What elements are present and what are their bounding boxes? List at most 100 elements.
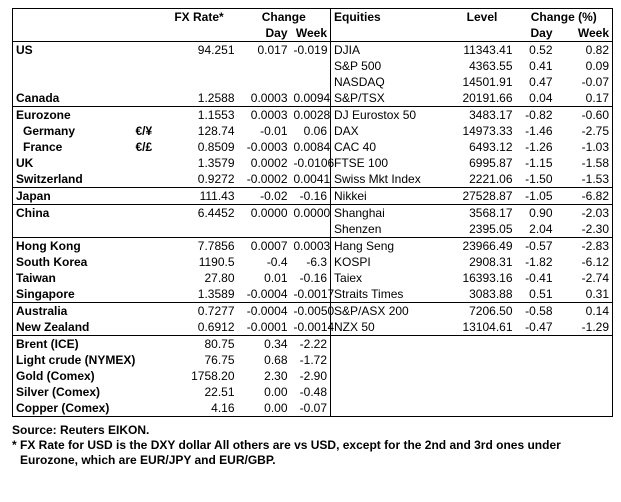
table-cell: France [23,140,63,154]
table-cell: -0.019 [290,41,332,58]
table-cell [331,336,449,353]
table-cell [13,74,161,90]
header-cell: Change [237,8,332,25]
table-cell: 11343.41 [463,43,513,57]
table-cell: -0.0001 [246,320,288,334]
row-group: US 94.251 0.017 -0.019 DJIA 11343.41 0.52 0.82 S… [12,41,613,107]
table-cell: DAX [334,124,359,138]
table-cell [449,384,516,400]
table-cell: -0.16 [290,187,332,205]
table-cell: Silver (Comex) [16,385,101,399]
table-cell [13,58,161,74]
table-cell [331,400,449,417]
table-cell: Light crude (NYMEX) [16,353,136,367]
table-cell: 0.17 [585,91,610,105]
table-row: Hong Kong 7.7856 0.0007 0.0003 Hang Seng 2396… [13,237,613,254]
table-row: Japan 111.43 -0.02 -0.16 Nikkei 27528.87 -1.05… [13,187,613,205]
table-cell: -0.01 [260,124,288,138]
table-cell: -2.74 [581,271,610,285]
table-cell [290,221,332,238]
table-cell: 0.017 [257,43,288,57]
table-cell: 76.75 [204,353,235,367]
table-cell: 1.1553 [197,108,235,122]
table-row: Gold (Comex) 1758.20 2.30 -2.90 [13,368,613,384]
table-cell: South Korea [16,255,88,269]
table-cell: 0.9272 [197,172,235,186]
table-cell: -0.0004 [246,287,288,301]
table-cell [161,58,238,74]
table-cell: 0.0000 [290,204,332,221]
table-cell: 6995.87 [469,156,513,170]
table-cell: -0.07 [290,400,332,417]
table-cell: 0.7277 [197,304,235,318]
table-cell [161,74,238,90]
table-cell: 0.41 [529,59,553,73]
table-cell: -0.4 [266,255,288,269]
table-cell: 14501.91 [462,75,513,89]
header-cell: FX Rate* [174,10,224,24]
table-row: S&P 500 4363.55 0.41 0.09 [13,58,613,74]
table-cell [449,352,516,368]
table-cell: DJ Eurostox 50 [334,108,417,122]
table-cell: -1.26 [525,140,553,154]
table-cell: FTSE 100 [334,156,389,170]
table-cell [290,58,332,74]
table-cell: 2221.06 [469,172,513,186]
table-cell: 0.0003 [250,108,288,122]
table-cell: -6.3 [290,254,332,270]
table-cell: -0.60 [581,108,610,122]
table-cell [13,221,161,238]
table-cell: 0.82 [585,43,610,57]
table-cell: DJIA [334,43,361,57]
table-cell: -2.30 [581,222,610,236]
table-cell [238,58,291,74]
table-cell: US [16,43,33,57]
table-cell [516,336,556,353]
table-cell [449,336,516,353]
row-group: Japan 111.43 -0.02 -0.16 Nikkei 27528.87 -1.05… [12,187,613,205]
table-cell: 2.30 [264,369,288,383]
table-cell: -0.0106 [290,155,334,171]
row-group: China 6.4452 0.0000 0.0000 Shanghai 3568.17 0.… [12,204,613,238]
table-cell: 22.51 [204,385,235,399]
table-cell: Copper (Comex) [16,401,110,415]
table-cell: 0.06 [290,123,332,139]
table-cell: 2.04 [529,222,553,236]
header-cell: Change (%) [530,10,597,24]
table-cell [556,352,613,368]
table-cell [516,352,556,368]
table-cell: 0.00 [264,385,288,399]
table-cell: 7206.50 [469,304,513,318]
table-cell [556,368,613,384]
table-cell: -1.50 [525,172,553,186]
table-cell: Shenzen [334,222,382,236]
table-cell [238,221,291,238]
table-row: Copper (Comex) 4.16 0.00 -0.07 [13,400,613,417]
table-row: NASDAQ 14501.91 0.47 -0.07 [13,74,613,90]
table-cell [516,400,556,417]
table-row: Germany €/¥ 128.74 -0.01 0.06 DAX 14973.33 -1.4… [13,123,613,139]
table-cell: -0.0004 [246,304,288,318]
table-cell: 0.0041 [290,171,332,188]
table-cell [161,221,238,238]
market-table-panel: FX Rate* Change Equities Level Change (%… [12,8,613,468]
table-cell: -6.12 [581,255,610,269]
table-row: Light crude (NYMEX) 76.75 0.68 -1.72 [13,352,613,368]
table-row: Eurozone 1.1553 0.0003 0.0028 DJ Eurostox 50… [13,106,613,123]
table-cell: 0.47 [529,75,553,89]
table-cell [449,368,516,384]
table-cell: -0.0002 [246,172,288,186]
table-cell: 1.3579 [197,156,235,170]
table-row: France €/£ 0.8509 -0.0003 0.0084 CAC 40 6493.1… [13,139,613,155]
table-cell: Japan [16,189,51,203]
table-cell: Straits Times [334,287,404,301]
header-cell: Week [577,26,610,40]
table-cell [290,74,332,90]
table-cell: Brent (ICE) [16,337,79,351]
table-cell: €/£ [135,140,153,154]
table-cell: 20191.66 [462,91,513,105]
table-cell: -1.15 [525,156,553,170]
table-cell: 0.09 [585,59,610,73]
row-group: Hong Kong 7.7856 0.0007 0.0003 Hang Seng 2396… [12,237,613,303]
table-row: UK 1.3579 0.0002 -0.0106 FTSE 100 6995.87 -1.1… [13,155,613,171]
